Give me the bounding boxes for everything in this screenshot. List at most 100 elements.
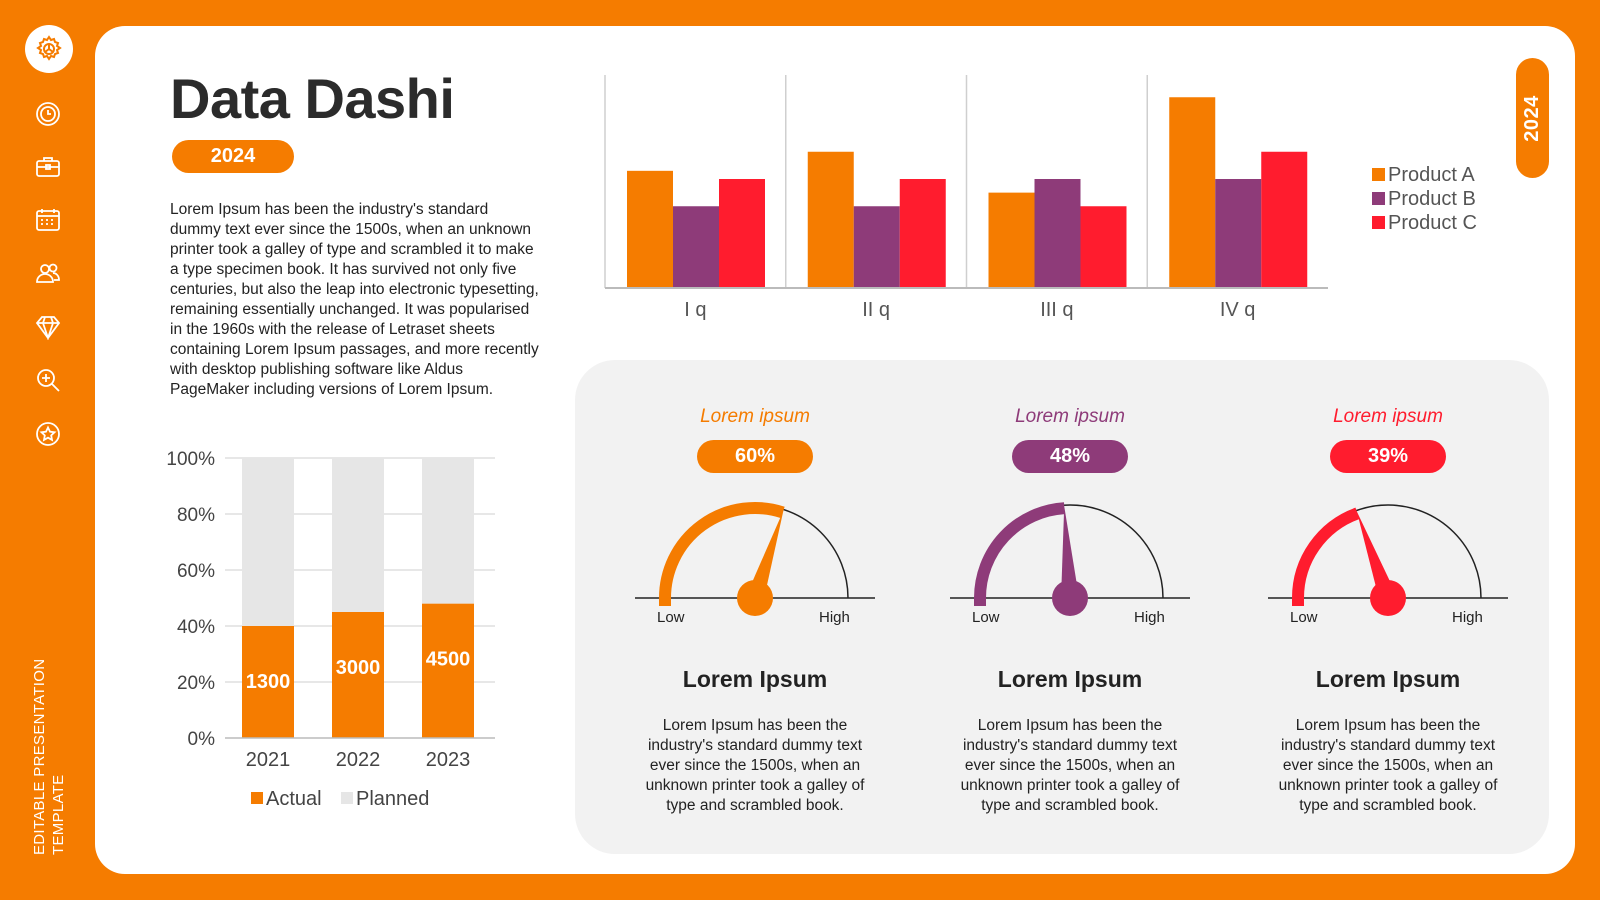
vertical-label-line1: EDITABLE PRESENTATION [31,658,48,855]
x-tick-label: 2022 [336,749,381,771]
year-tab[interactable]: 2024 [1516,58,1549,178]
x-tick-label: I q [684,299,706,321]
gauge-card: Lorem ipsum 48% Low High Lorem Ipsum Lorem Ip… [920,360,1220,854]
bar-product-b-1 [853,206,900,288]
gauge-hub [737,580,773,616]
gear-icon [36,35,62,61]
gauge-label: Lorem ipsum [1333,406,1443,427]
gauge-description: Lorem Ipsum has been the industry's stan… [960,717,1180,814]
bar-product-a-3 [1169,97,1216,288]
gauge-low-label: Low [972,609,1000,626]
legend-label: Product C [1388,212,1477,234]
gauge-label: Lorem ipsum [1015,406,1125,427]
gauge-high-label: High [819,609,850,626]
gauge-card: Lorem ipsum 60% Low High Lorem Ipsum Lorem Ip… [605,360,905,854]
bar-product-a-1 [807,151,854,288]
gauge-low-label: Low [657,609,685,626]
x-tick-label: 2023 [426,749,471,771]
gauge-description: Lorem Ipsum has been the industry's stan… [645,717,865,814]
x-tick-label: 2021 [246,749,291,771]
bar-product-c-3 [1261,151,1308,288]
bar-product-c-2 [1080,206,1127,288]
y-tick-label: 60% [177,561,215,582]
x-tick-label: IV q [1220,299,1256,321]
bar-product-c-0 [719,179,765,288]
legend-label: Product A [1388,164,1475,186]
bar-product-b-0 [673,206,719,288]
gauge-high-label: High [1452,609,1483,626]
bar-actual-2023 [422,603,474,738]
gauge-fill-arc [1292,507,1360,606]
bar-actual-2022 [332,612,384,738]
gauge-percent-pill: 60% [697,440,813,473]
diamond-icon [35,316,61,340]
x-tick-label: III q [1040,299,1073,321]
bar-actual-2021 [242,626,294,738]
y-tick-label: 40% [177,617,215,638]
y-tick-label: 0% [188,729,216,750]
nav-star[interactable] [34,420,62,448]
gauge-title: Lorem Ipsum [997,666,1143,692]
year-tab-label: 2024 [1521,94,1543,142]
gauge-high-label: High [1134,609,1165,626]
gauge-fill-arc [974,502,1065,606]
stacked-bar-chart: 0% 20% 40% 60% 80% 100% 1300 2021 3000 2022 4500 20… [166,449,495,810]
y-tick-label: 20% [177,673,215,694]
legend-swatch [251,792,263,804]
intro-paragraph: Lorem Ipsum has been the industry's stan… [170,201,539,398]
legend-label: Product B [1388,188,1476,210]
gauge-title: Lorem Ipsum [1315,666,1461,692]
bar-planned-2023 [422,458,474,604]
bar-planned-2022 [332,458,384,612]
bar-data-label: 3000 [336,657,381,679]
year-pill: 2024 [172,140,294,173]
gauge-percent-pill: 48% [1012,440,1128,473]
gauge-low-label: Low [1290,609,1318,626]
zoom-icon [37,369,60,392]
vertical-label-line2: TEMPLATE [50,774,67,855]
legend-swatch [1372,216,1385,229]
bar-product-c-1 [899,179,946,288]
legend-swatch [341,792,353,804]
gauge-card: Lorem ipsum 39% Low High Lorem Ipsum Lorem Ip… [1238,360,1538,854]
gauge-title: Lorem Ipsum [682,666,828,692]
bar-data-label: 1300 [246,671,291,693]
y-tick-label: 80% [177,505,215,526]
gauge-hub [1052,580,1088,616]
users-icon [36,263,60,283]
gauge-dial: Low High [635,502,875,626]
y-tick-label: 100% [166,449,215,470]
bar-product-a-2 [988,192,1035,288]
nav-diamond[interactable] [34,313,62,341]
legend-swatch [1372,192,1385,205]
bar-data-label: 4500 [426,649,471,671]
nav-clock[interactable] [34,100,62,128]
nav-users[interactable] [34,259,62,287]
gauge-fill-arc [659,502,785,606]
gear-logo-button[interactable] [25,25,73,73]
gauge-dial: Low High [950,502,1190,626]
bar-planned-2021 [242,458,294,626]
clock-icon [36,102,60,126]
legend-label: Actual [266,788,322,810]
gauge-percent-pill: 39% [1330,440,1446,473]
x-tick-label: II q [862,299,890,321]
briefcase-icon [36,157,60,177]
sidebar: EDITABLE PRESENTATION TEMPLATE [0,0,95,900]
gauge-label: Lorem ipsum [700,406,810,427]
gauge-needle [1061,506,1079,599]
star-icon [36,422,60,446]
gauge-needle [746,510,784,601]
bar-product-b-3 [1215,179,1262,288]
nav-briefcase[interactable] [34,153,62,181]
legend-swatch [1372,168,1385,181]
bar-product-a-0 [627,170,673,288]
calendar-icon [36,209,60,231]
nav-zoom[interactable] [34,366,62,394]
vertical-template-label: EDITABLE PRESENTATION TEMPLATE [30,659,68,855]
legend-label: Planned [356,788,429,810]
nav-calendar[interactable] [34,206,62,234]
gauge-description: Lorem Ipsum has been the industry's stan… [1278,717,1498,814]
gauge-dial: Low High [1268,504,1508,626]
